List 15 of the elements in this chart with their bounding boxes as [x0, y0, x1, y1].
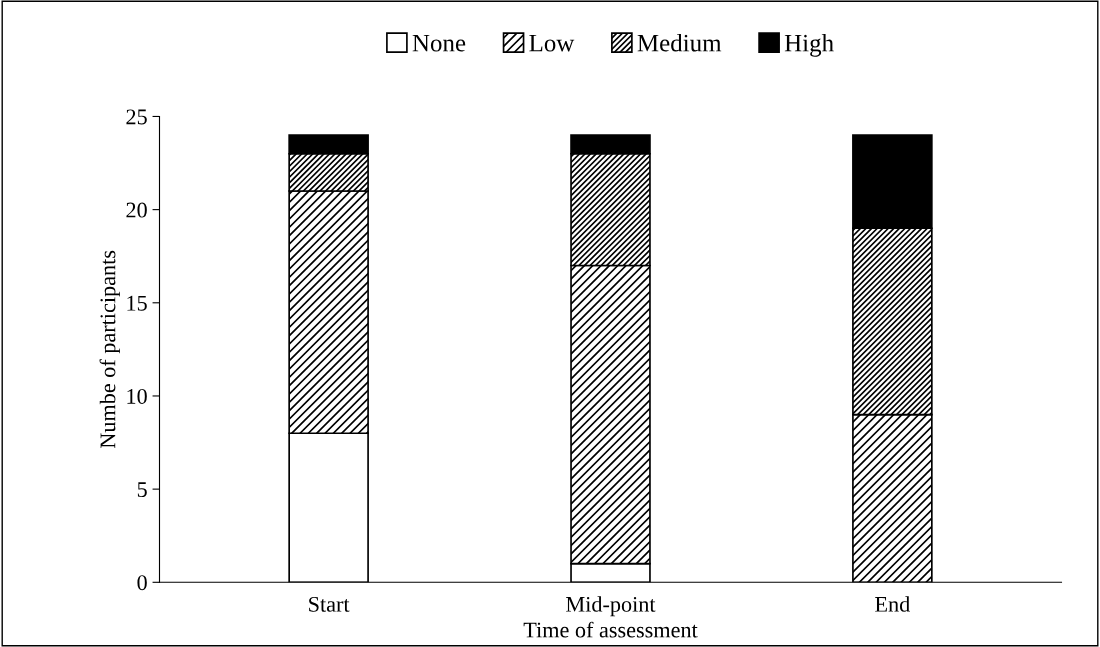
legend-label: High: [784, 33, 834, 57]
x-tick-label: Start: [309, 596, 350, 612]
y-tick-label: 10: [127, 388, 147, 404]
y-tick-label: 5: [137, 482, 147, 498]
x-axis-title: Time of assessment: [523, 621, 698, 638]
y-tick-label: 0: [137, 575, 147, 591]
legend-label: Low: [529, 34, 575, 52]
legend-label: Medium: [637, 33, 722, 52]
x-tick-label: Mid-point: [566, 596, 656, 617]
legend-label: None: [412, 34, 466, 52]
y-tick-label: 20: [126, 202, 147, 218]
y-axis-title: Numbe of participants: [99, 250, 120, 449]
y-tick-label: 25: [126, 109, 147, 125]
x-tick-label: End: [875, 596, 910, 612]
y-tick-label: 15: [127, 295, 147, 311]
